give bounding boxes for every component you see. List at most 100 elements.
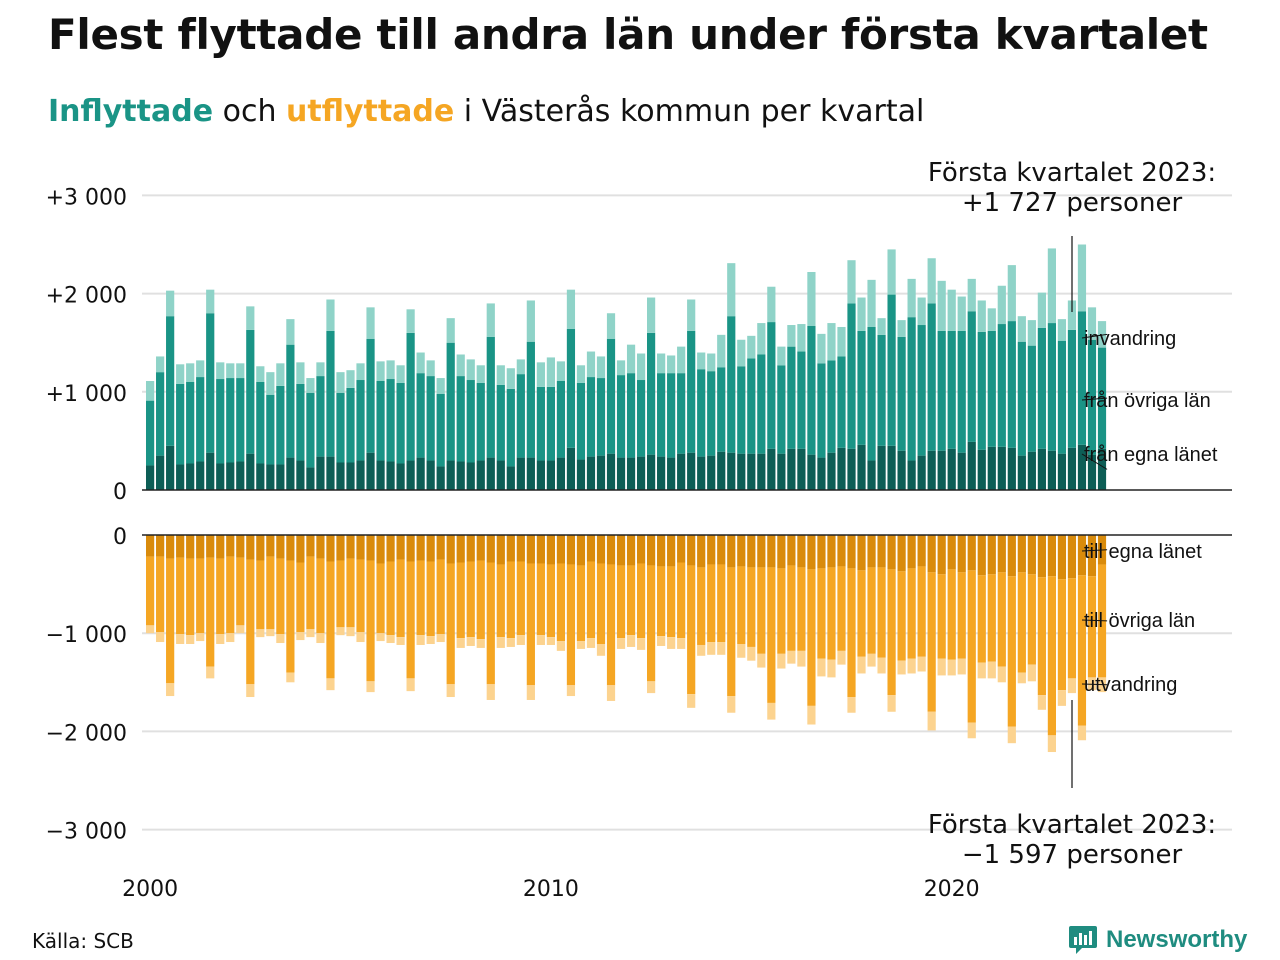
bar-out-2	[356, 632, 365, 643]
bar-out-0	[406, 535, 415, 562]
bar-out-2	[626, 635, 636, 647]
bar-out-2	[837, 650, 846, 665]
bar-in-1	[677, 373, 686, 454]
bar-in-1	[426, 376, 435, 461]
bar-in-1	[977, 331, 986, 450]
bar-in-2	[797, 324, 806, 352]
bar-out-2	[707, 642, 716, 655]
bar-in-0	[556, 457, 566, 490]
bar-in-2	[997, 285, 1006, 325]
bar-in-2	[987, 308, 996, 331]
bar-out-1	[496, 564, 505, 638]
bar-out-2	[276, 634, 285, 644]
bar-out-2	[987, 661, 996, 679]
bar-in-2	[406, 309, 415, 333]
bar-out-1	[466, 561, 475, 638]
bar-in-0	[456, 461, 465, 490]
bar-out-0	[336, 535, 345, 561]
bar-in-1	[236, 378, 245, 462]
bar-in-1	[546, 386, 555, 461]
bar-in-2	[1097, 321, 1107, 348]
bar-out-2	[887, 695, 896, 712]
bar-in-1	[356, 380, 365, 461]
bar-out-1	[236, 557, 245, 626]
bar-in-0	[957, 452, 966, 490]
bar-out-1	[957, 572, 966, 659]
bar-in-1	[717, 367, 726, 452]
bar-in-2	[426, 360, 435, 377]
bar-in-0	[797, 448, 806, 490]
bar-in-1	[376, 380, 385, 461]
bar-in-1	[446, 342, 455, 461]
bar-out-1	[707, 564, 716, 643]
bar-in-1	[887, 294, 896, 446]
bar-out-0	[366, 535, 375, 561]
bar-in-1	[606, 338, 616, 454]
subtitle-rest: i Västerås kommun per kvartal	[454, 94, 925, 129]
bar-in-1	[817, 363, 826, 458]
bar-out-0	[1027, 535, 1036, 575]
bar-in-1	[797, 351, 806, 449]
bar-out-2	[767, 702, 776, 720]
bar-in-0	[546, 460, 555, 490]
bar-in-2	[536, 362, 545, 387]
bar-in-0	[326, 456, 335, 490]
bar-out-1	[857, 570, 866, 657]
bar-in-2	[246, 306, 255, 330]
bar-in-0	[226, 462, 235, 490]
bar-out-1	[747, 567, 756, 647]
bar-in-1	[1037, 327, 1046, 449]
bar-in-0	[1007, 447, 1016, 490]
bar-out-0	[1087, 535, 1097, 577]
bar-out-1	[967, 570, 976, 723]
bar-out-0	[1067, 535, 1077, 579]
bar-in-2	[1047, 248, 1056, 324]
bar-in-0	[616, 457, 626, 490]
bar-in-2	[957, 296, 966, 331]
bar-in-0	[496, 460, 505, 490]
bar-in-1	[737, 366, 746, 454]
bar-in-0	[877, 445, 886, 490]
bar-in-2	[456, 354, 465, 377]
bar-out-2	[296, 632, 305, 641]
bar-out-0	[456, 535, 465, 563]
bar-in-2	[847, 260, 856, 304]
bar-out-1	[486, 562, 495, 685]
bar-out-2	[1077, 725, 1087, 741]
labels-layer: 0 +1 000 +2 000 +3 000 0 −1 000 −2 000 −3 000 20…	[46, 185, 1218, 902]
x-tick-label: 2010	[523, 877, 579, 902]
bar-in-2	[226, 363, 235, 379]
bar-in-1	[516, 374, 525, 458]
annotation-bottom-line2: −1 597 personer	[962, 840, 1183, 870]
bar-in-0	[997, 446, 1006, 490]
bar-in-0	[406, 460, 415, 490]
brand-logo[interactable]: Newsworthy	[1068, 924, 1247, 956]
bar-out-1	[767, 567, 776, 703]
bar-out-2	[867, 653, 876, 667]
bar-in-1	[707, 371, 716, 456]
bar-in-0	[386, 461, 395, 490]
bar-out-0	[927, 535, 936, 573]
bar-in-1	[506, 388, 515, 467]
bar-in-1	[566, 328, 576, 448]
bar-out-1	[1067, 578, 1077, 679]
bar-in-0	[1017, 455, 1026, 490]
bar-out-0	[957, 535, 966, 573]
bar-out-2	[967, 722, 976, 739]
bar-in-0	[376, 460, 385, 490]
bar-in-2	[907, 278, 916, 318]
bar-out-0	[246, 535, 255, 560]
bar-in-2	[356, 363, 365, 381]
bar-out-1	[256, 560, 265, 630]
bar-in-2	[947, 289, 956, 331]
bar-in-1	[576, 382, 586, 460]
bar-out-1	[576, 565, 586, 642]
bar-out-1	[727, 567, 736, 697]
bar-in-2	[506, 368, 515, 389]
bar-out-1	[1037, 577, 1046, 696]
bar-in-0	[677, 453, 686, 490]
bar-out-0	[476, 535, 485, 561]
bar-out-0	[1017, 535, 1026, 573]
bar-in-1	[336, 392, 345, 463]
